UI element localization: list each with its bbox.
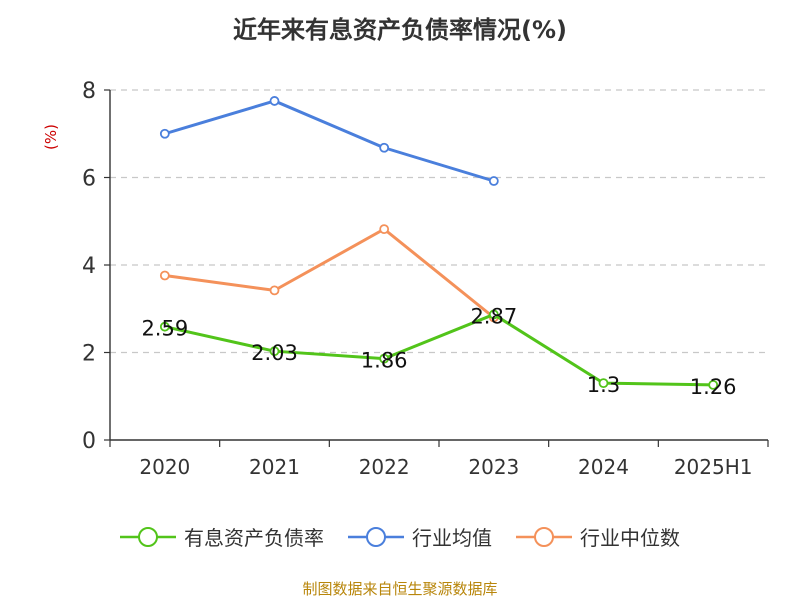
legend-marker bbox=[138, 526, 158, 547]
data-point bbox=[379, 142, 390, 153]
legend-marker bbox=[366, 526, 386, 547]
series-line-0 bbox=[164, 312, 714, 387]
data-point bbox=[269, 285, 280, 296]
data-point bbox=[379, 353, 390, 364]
data-point bbox=[159, 128, 170, 139]
source-footer: 制图数据来自恒生聚源数据库 bbox=[302, 580, 498, 598]
y-tick-label: 6 bbox=[82, 167, 96, 192]
legend-swatch bbox=[348, 526, 404, 547]
series-line-2 bbox=[164, 227, 495, 319]
data-point bbox=[269, 346, 280, 357]
data-label: 2.87 bbox=[470, 304, 517, 328]
legend-label: 行业均值 bbox=[412, 526, 492, 550]
legend-marker bbox=[534, 526, 554, 547]
legend-item[interactable]: 有息资产负债率 bbox=[120, 522, 324, 551]
data-point bbox=[488, 309, 499, 320]
legend-label: 有息资产负债率 bbox=[184, 526, 324, 550]
data-label: 2.59 bbox=[141, 317, 188, 341]
data-label: 2.03 bbox=[251, 341, 298, 365]
x-tick-label: 2022 bbox=[359, 455, 410, 479]
x-tick-label: 2023 bbox=[468, 455, 519, 479]
data-label: 1.3 bbox=[587, 373, 620, 397]
x-tick-label: 2020 bbox=[139, 455, 190, 479]
y-tick-label: 0 bbox=[82, 429, 96, 454]
data-point bbox=[708, 379, 719, 390]
series-line-1 bbox=[164, 99, 495, 183]
legend-item[interactable]: 行业中位数 bbox=[516, 522, 680, 551]
data-point bbox=[159, 321, 170, 332]
data-point bbox=[269, 96, 280, 106]
data-label: 1.26 bbox=[690, 375, 737, 399]
data-point bbox=[159, 270, 170, 281]
data-point bbox=[488, 176, 499, 186]
legend: 有息资产负债率 行业均值 行业中位数 bbox=[0, 522, 800, 551]
y-tick-label: 4 bbox=[82, 254, 96, 279]
data-point bbox=[598, 378, 609, 389]
legend-swatch bbox=[120, 526, 176, 547]
y-tick-label: 8 bbox=[82, 79, 96, 104]
chart-title: 近年来有息资产负债率情况(%) bbox=[233, 16, 567, 44]
data-point bbox=[379, 224, 390, 235]
legend-swatch bbox=[516, 526, 572, 547]
data-label: 1.86 bbox=[361, 349, 408, 373]
x-tick-label: 2025H1 bbox=[674, 455, 753, 479]
legend-item[interactable]: 行业均值 bbox=[348, 522, 492, 551]
y-tick-label: 2 bbox=[82, 342, 96, 367]
x-tick-label: 2021 bbox=[249, 455, 300, 479]
x-tick-label: 2024 bbox=[578, 455, 629, 479]
legend-label: 行业中位数 bbox=[580, 526, 680, 550]
